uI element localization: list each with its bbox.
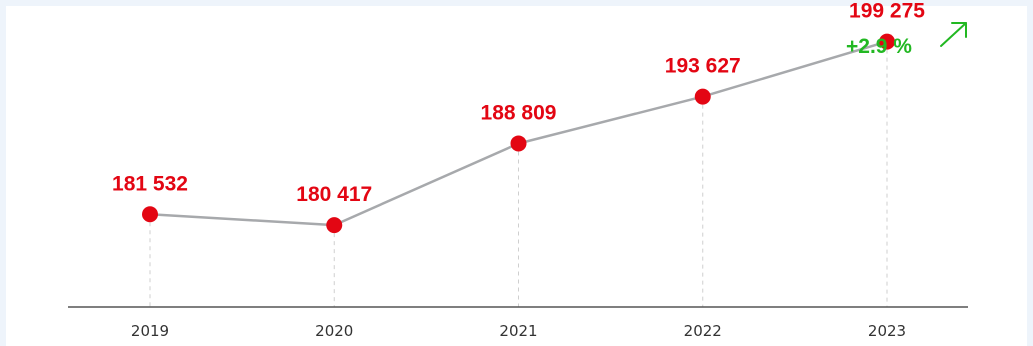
data-point xyxy=(142,206,158,223)
data-point xyxy=(879,33,895,50)
series-line xyxy=(149,40,888,227)
data-label: 193 627 xyxy=(665,55,741,78)
chart-panel xyxy=(6,6,1027,346)
data-point xyxy=(326,217,343,234)
x-tick-label: 2021 xyxy=(499,322,537,340)
data-labels: 181 532 180 417 188 809 193 627 199 275 xyxy=(112,0,925,206)
x-tick-label: 2019 xyxy=(131,322,169,340)
drop-lines xyxy=(149,41,888,307)
x-tick-labels: 2019 2020 2021 2022 2023 xyxy=(131,322,906,340)
data-point xyxy=(694,88,711,105)
change-label: +2.9 % xyxy=(846,35,912,58)
data-label: 199 275 xyxy=(849,0,925,23)
x-tick-label: 2022 xyxy=(684,322,722,340)
data-label: 180 417 xyxy=(296,183,372,206)
arrow-up-right-icon xyxy=(940,22,967,47)
x-tick-label: 2023 xyxy=(868,322,906,340)
data-point xyxy=(510,135,527,152)
data-label: 188 809 xyxy=(481,101,557,124)
data-label: 181 532 xyxy=(112,172,188,195)
change-annotation: +2.9 % xyxy=(846,22,967,58)
x-tick-label: 2020 xyxy=(315,322,353,340)
data-points xyxy=(142,33,895,234)
